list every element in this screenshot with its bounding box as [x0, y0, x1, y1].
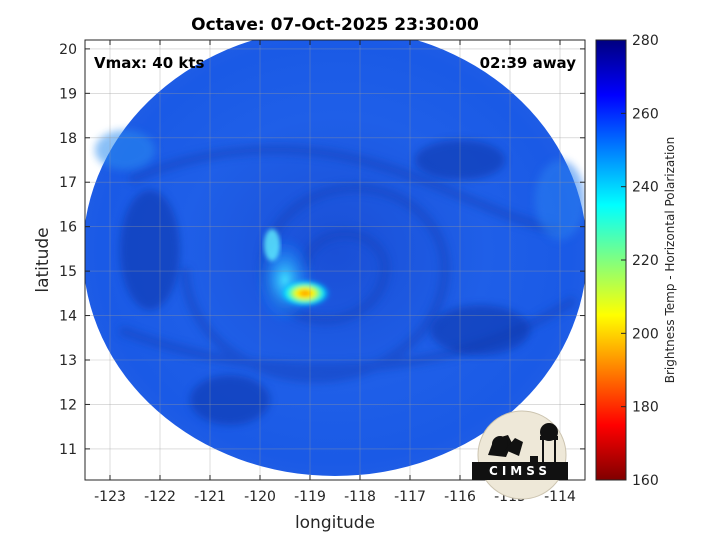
y-tick-label: 15 — [59, 264, 77, 280]
colorbar-tick-label: 180 — [632, 400, 659, 416]
colorbar-label: Brightness Temp - Horizontal Polarizatio… — [663, 137, 677, 384]
y-tick-label: 18 — [59, 131, 77, 147]
eyewall-convection — [255, 229, 331, 325]
colorbar-tick-label: 220 — [632, 253, 659, 269]
x-tick-label: -118 — [344, 489, 376, 505]
logo-text: CIMSS — [489, 464, 551, 478]
colorbar-tick-label: 240 — [632, 180, 659, 196]
convection-core — [279, 279, 331, 308]
y-tick-label: 16 — [59, 220, 77, 236]
vmax-annotation: Vmax: 40 kts — [94, 54, 204, 72]
x-tick-label: -121 — [194, 489, 226, 505]
colorbar-tick-label: 260 — [632, 106, 659, 122]
logo-banner — [472, 462, 568, 480]
y-tick-label: 14 — [59, 309, 77, 325]
grid-x — [109, 40, 561, 480]
y-tick-label: 20 — [59, 42, 77, 58]
x-ticks: -123-122-121-120-119-118-117-116-115-114 — [94, 40, 576, 505]
plot-frame — [84, 39, 586, 481]
y-tick-label: 19 — [59, 86, 77, 102]
x-tick-label: -120 — [244, 489, 276, 505]
time-away-annotation: 02:39 away — [480, 54, 577, 72]
microwave-imagery — [85, 40, 585, 476]
y-tick-label: 13 — [59, 353, 77, 369]
y-tick-label: 12 — [59, 397, 77, 413]
logo-silhouette — [488, 423, 558, 464]
colorbar-tick-label: 280 — [632, 33, 659, 49]
colorbar-tick-label: 160 — [632, 473, 659, 489]
colorbar-tick-label: 200 — [632, 326, 659, 342]
y-axis-label: latitude — [33, 227, 53, 292]
y-tick-label: 11 — [59, 442, 77, 458]
x-tick-label: -116 — [444, 489, 476, 505]
chart-title: Octave: 07-Oct-2025 23:30:00 — [191, 15, 479, 35]
x-tick-label: -114 — [544, 489, 576, 505]
x-tick-label: -123 — [94, 489, 126, 505]
x-axis-label: longitude — [295, 513, 375, 533]
colorbar: 160 180 200 220 240 260 280 Brightness Temp - … — [595, 33, 677, 489]
cimss-logo: CIMSS — [472, 410, 568, 500]
x-tick-label: -119 — [294, 489, 326, 505]
y-ticks: 11 12 13 14 15 16 17 18 19 20 — [59, 42, 585, 458]
x-tick-label: -122 — [144, 489, 176, 505]
x-tick-label: -117 — [394, 489, 426, 505]
y-tick-label: 17 — [59, 175, 77, 191]
colorbar-ticks: 160 180 200 220 240 260 280 — [621, 33, 659, 489]
